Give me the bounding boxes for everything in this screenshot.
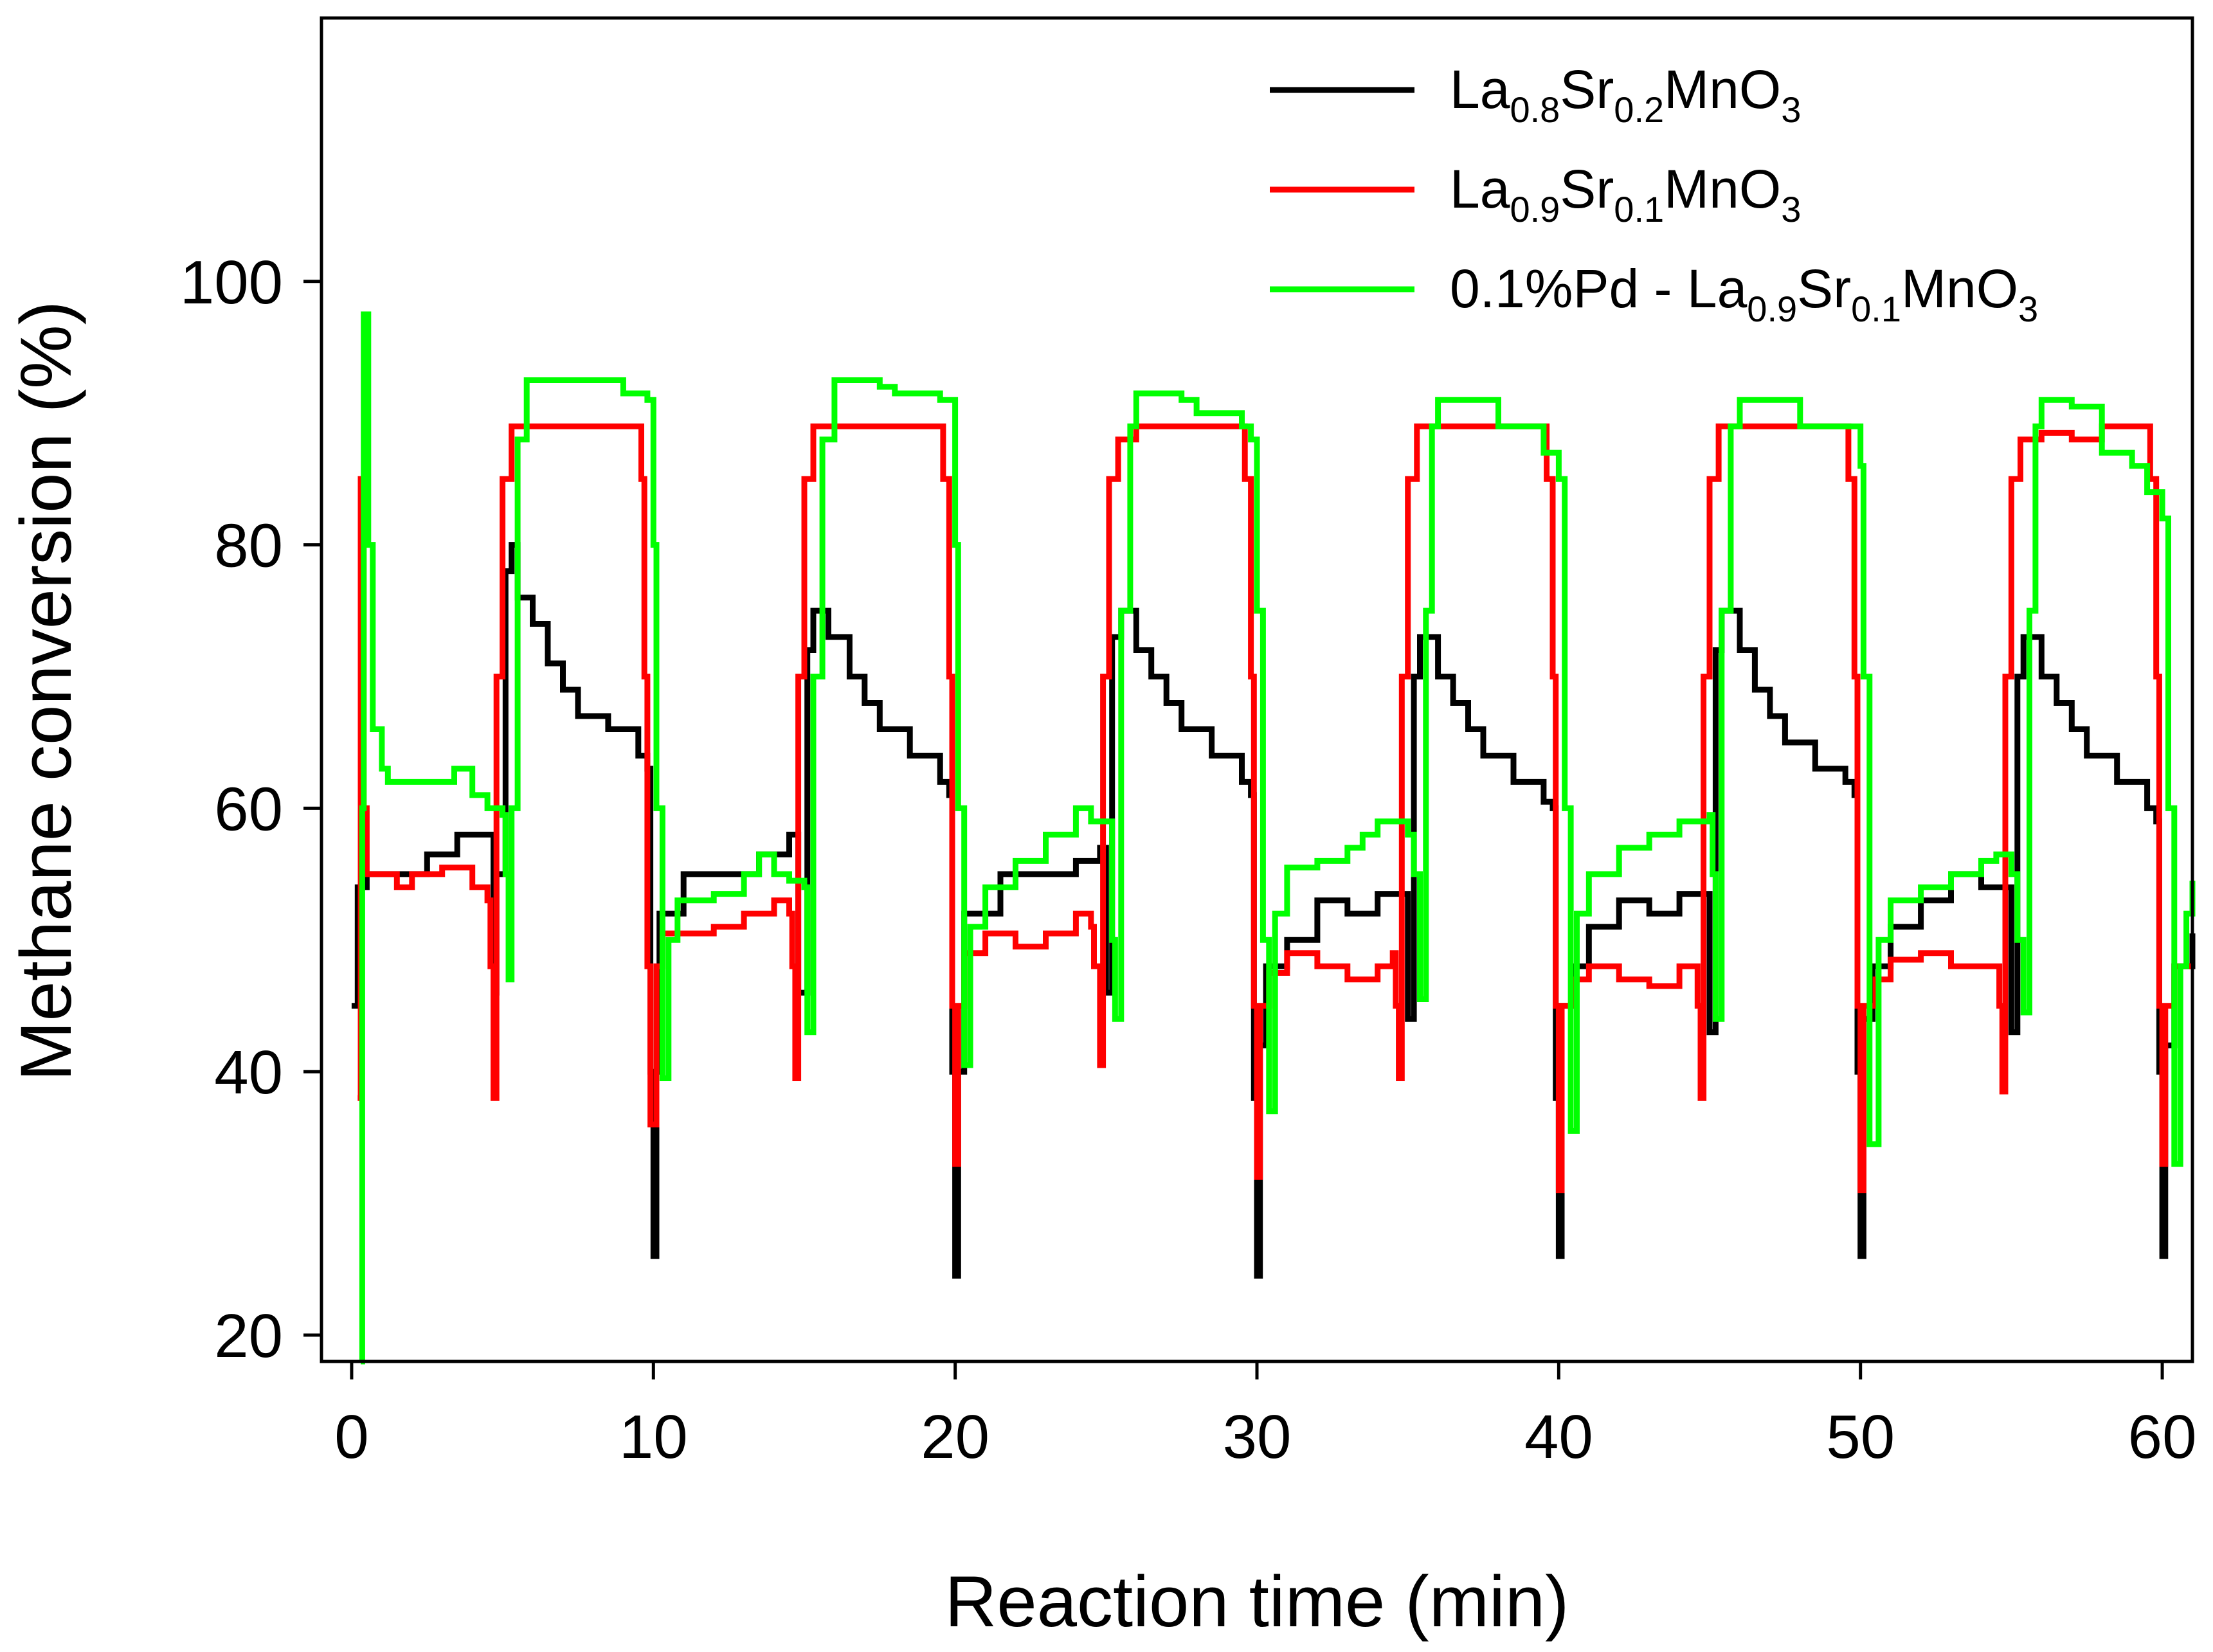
y-tick-label: 60 <box>214 775 283 843</box>
x-axis-label: Reaction time (min) <box>945 1561 1569 1642</box>
legend-label-1: La0.8Sr0.2MnO3 <box>1450 59 1801 130</box>
y-tick-label: 100 <box>180 248 283 317</box>
y-tick-label: 40 <box>214 1038 283 1107</box>
x-tick-label: 40 <box>1524 1403 1593 1471</box>
y-axis: 20 40 60 80 100 <box>180 248 321 1370</box>
x-tick-label: 50 <box>1826 1403 1895 1471</box>
y-tick-label: 80 <box>214 512 283 580</box>
x-tick-label: 10 <box>619 1403 688 1471</box>
legend-label-3: 0.1%Pd - La0.9Sr0.1MnO3 <box>1450 258 2038 329</box>
legend: La0.8Sr0.2MnO3 La0.9Sr0.1MnO3 0.1%Pd - La0… <box>1270 59 2038 329</box>
x-tick-label: 30 <box>1223 1403 1292 1471</box>
series-line-3 <box>359 311 2196 1365</box>
x-tick-label: 60 <box>2128 1403 2197 1471</box>
y-tick-label: 20 <box>214 1302 283 1370</box>
series-layer <box>351 311 2196 1365</box>
legend-label-2: La0.9Sr0.1MnO3 <box>1450 159 1801 229</box>
x-axis: 0 10 20 30 40 50 60 <box>334 1361 2196 1471</box>
x-tick-label: 0 <box>334 1403 368 1471</box>
y-axis-label: Methane conversion (%) <box>6 301 86 1081</box>
x-tick-label: 20 <box>921 1403 989 1471</box>
